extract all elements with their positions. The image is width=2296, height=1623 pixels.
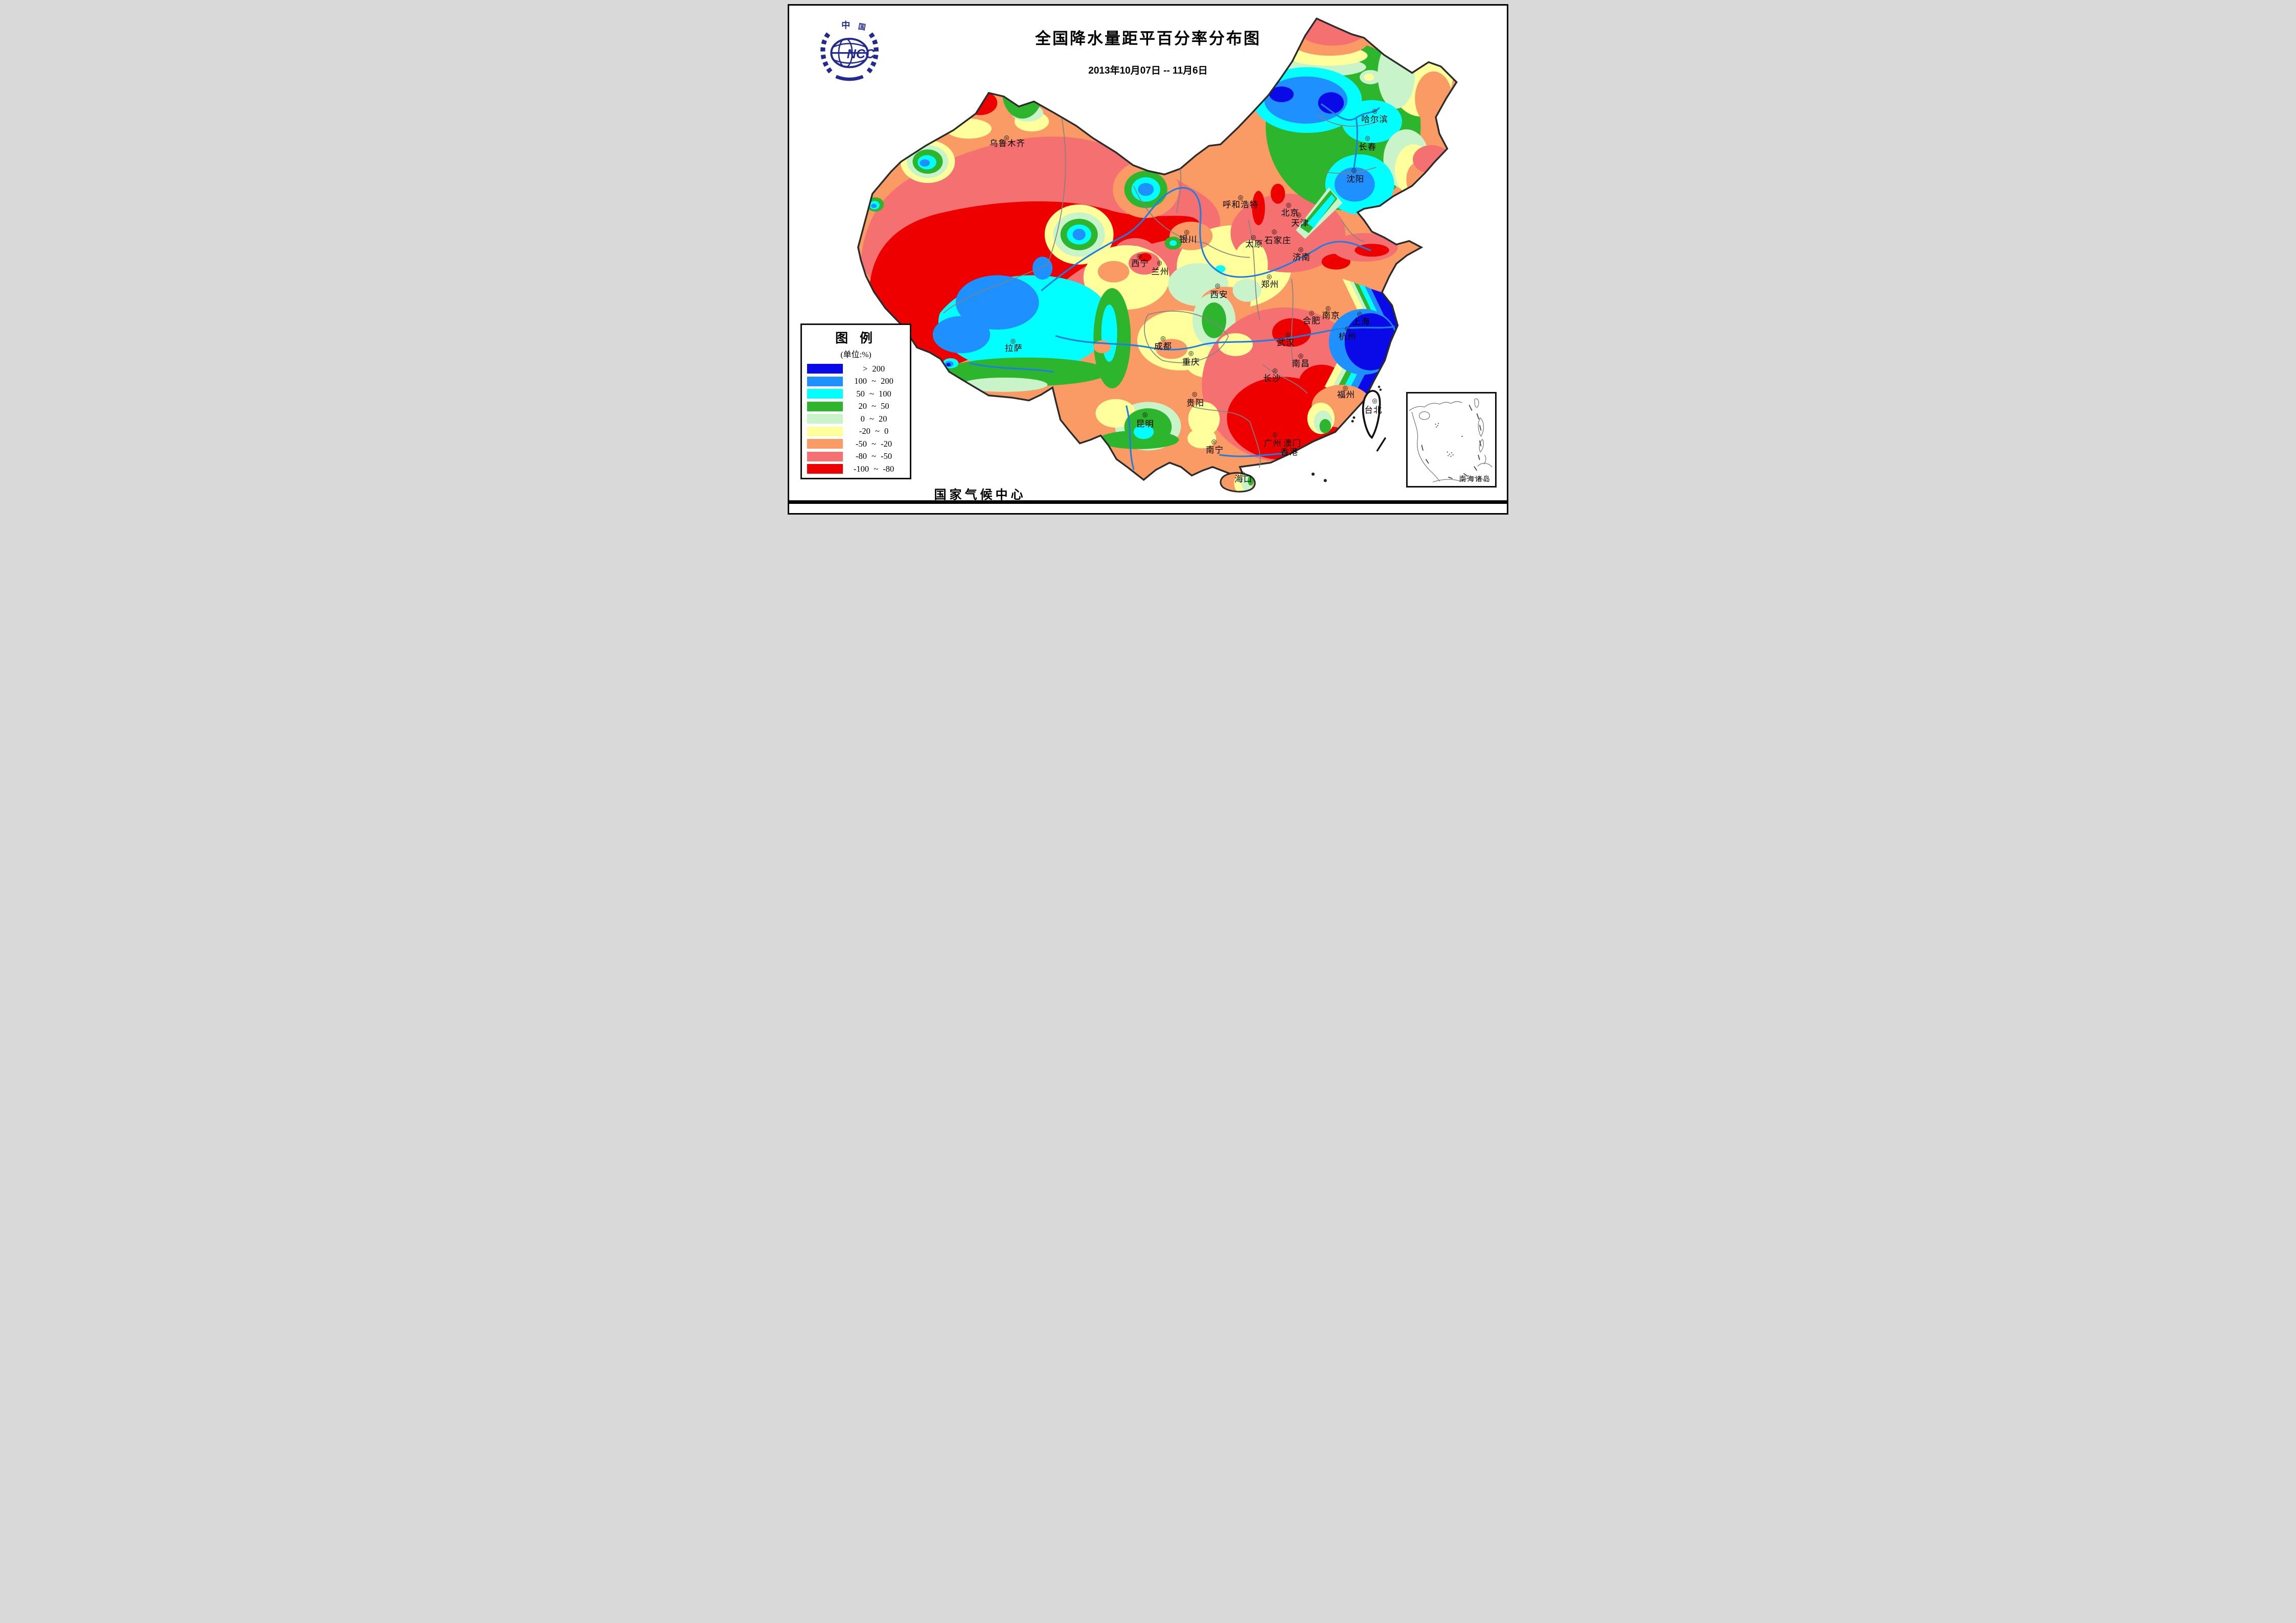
legend-swatch	[807, 414, 843, 424]
legend-row: 20 ~ 50	[807, 400, 904, 413]
legend-row: -100 ~ -80	[807, 463, 904, 476]
legend-box: 图 例 (单位:%) > 200 100 ~ 200 50 ~ 100 20 ~ 50…	[800, 323, 911, 480]
legend-swatch	[807, 451, 843, 461]
ncc-logo: 中 国 NCC	[820, 20, 879, 81]
legend-label: 50 ~ 100	[856, 388, 891, 399]
legend-swatch	[807, 426, 843, 436]
contour-fill-layers	[858, 18, 1457, 483]
legend-title: 图 例	[835, 331, 877, 345]
legend-label: 20 ~ 50	[858, 401, 889, 411]
legend-label: -100 ~ -80	[853, 463, 894, 474]
legend-label: > 200	[862, 363, 885, 374]
islet-marks	[1311, 385, 1387, 482]
logo-cn-left: 中	[841, 20, 850, 30]
bottom-frame-rule	[789, 500, 1507, 504]
legend-label: -50 ~ -20	[855, 438, 892, 449]
page-title: 全国降水量距平百分率分布图	[1035, 29, 1261, 48]
legend-label: 100 ~ 200	[854, 376, 893, 386]
legend-label: -20 ~ 0	[859, 426, 889, 436]
legend-row: 50 ~ 100	[807, 388, 904, 401]
inset-label: 南海诸岛	[1459, 475, 1491, 483]
china-precipitation-map	[857, 17, 1458, 493]
legend-swatch	[807, 364, 843, 374]
legend-row: -20 ~ 0	[807, 425, 904, 438]
credit-text: 国家气候中心	[934, 488, 1026, 502]
legend-swatch	[807, 439, 843, 449]
legend-label: -80 ~ -50	[855, 451, 892, 461]
legend-swatch	[807, 401, 843, 411]
rivers	[969, 103, 1395, 470]
logo-cn-right: 国	[857, 22, 866, 32]
taiwan-outline	[1362, 390, 1381, 439]
legend-row: 100 ~ 200	[807, 375, 904, 388]
legend-label: 0 ~ 20	[860, 413, 887, 424]
logo-abbr: NCC	[846, 47, 875, 61]
legend-unit: (单位:%)	[840, 350, 871, 359]
inset-map	[1409, 398, 1493, 482]
weather-map-page: 中 国 NCC 全国降水量距平百分率分布图 2013年10月07日 -- 11月…	[788, 4, 1508, 515]
legend-items: > 200 100 ~ 200 50 ~ 100 20 ~ 50 0 ~ 20 -20 ~…	[806, 363, 905, 476]
legend-swatch	[807, 464, 843, 474]
south-china-sea-inset: 南海诸岛	[1406, 391, 1497, 488]
legend-row: > 200	[807, 363, 904, 376]
legend-row: 0 ~ 20	[807, 413, 904, 426]
hainan-island	[1220, 472, 1256, 493]
legend-row: -80 ~ -50	[807, 450, 904, 463]
china-outline	[857, 17, 1458, 484]
legend-swatch	[807, 389, 843, 399]
legend-row: -50 ~ -20	[807, 438, 904, 451]
legend-swatch	[807, 376, 843, 386]
page-subtitle: 2013年10月07日 -- 11月6日	[1088, 65, 1208, 77]
province-borders	[943, 114, 1378, 468]
